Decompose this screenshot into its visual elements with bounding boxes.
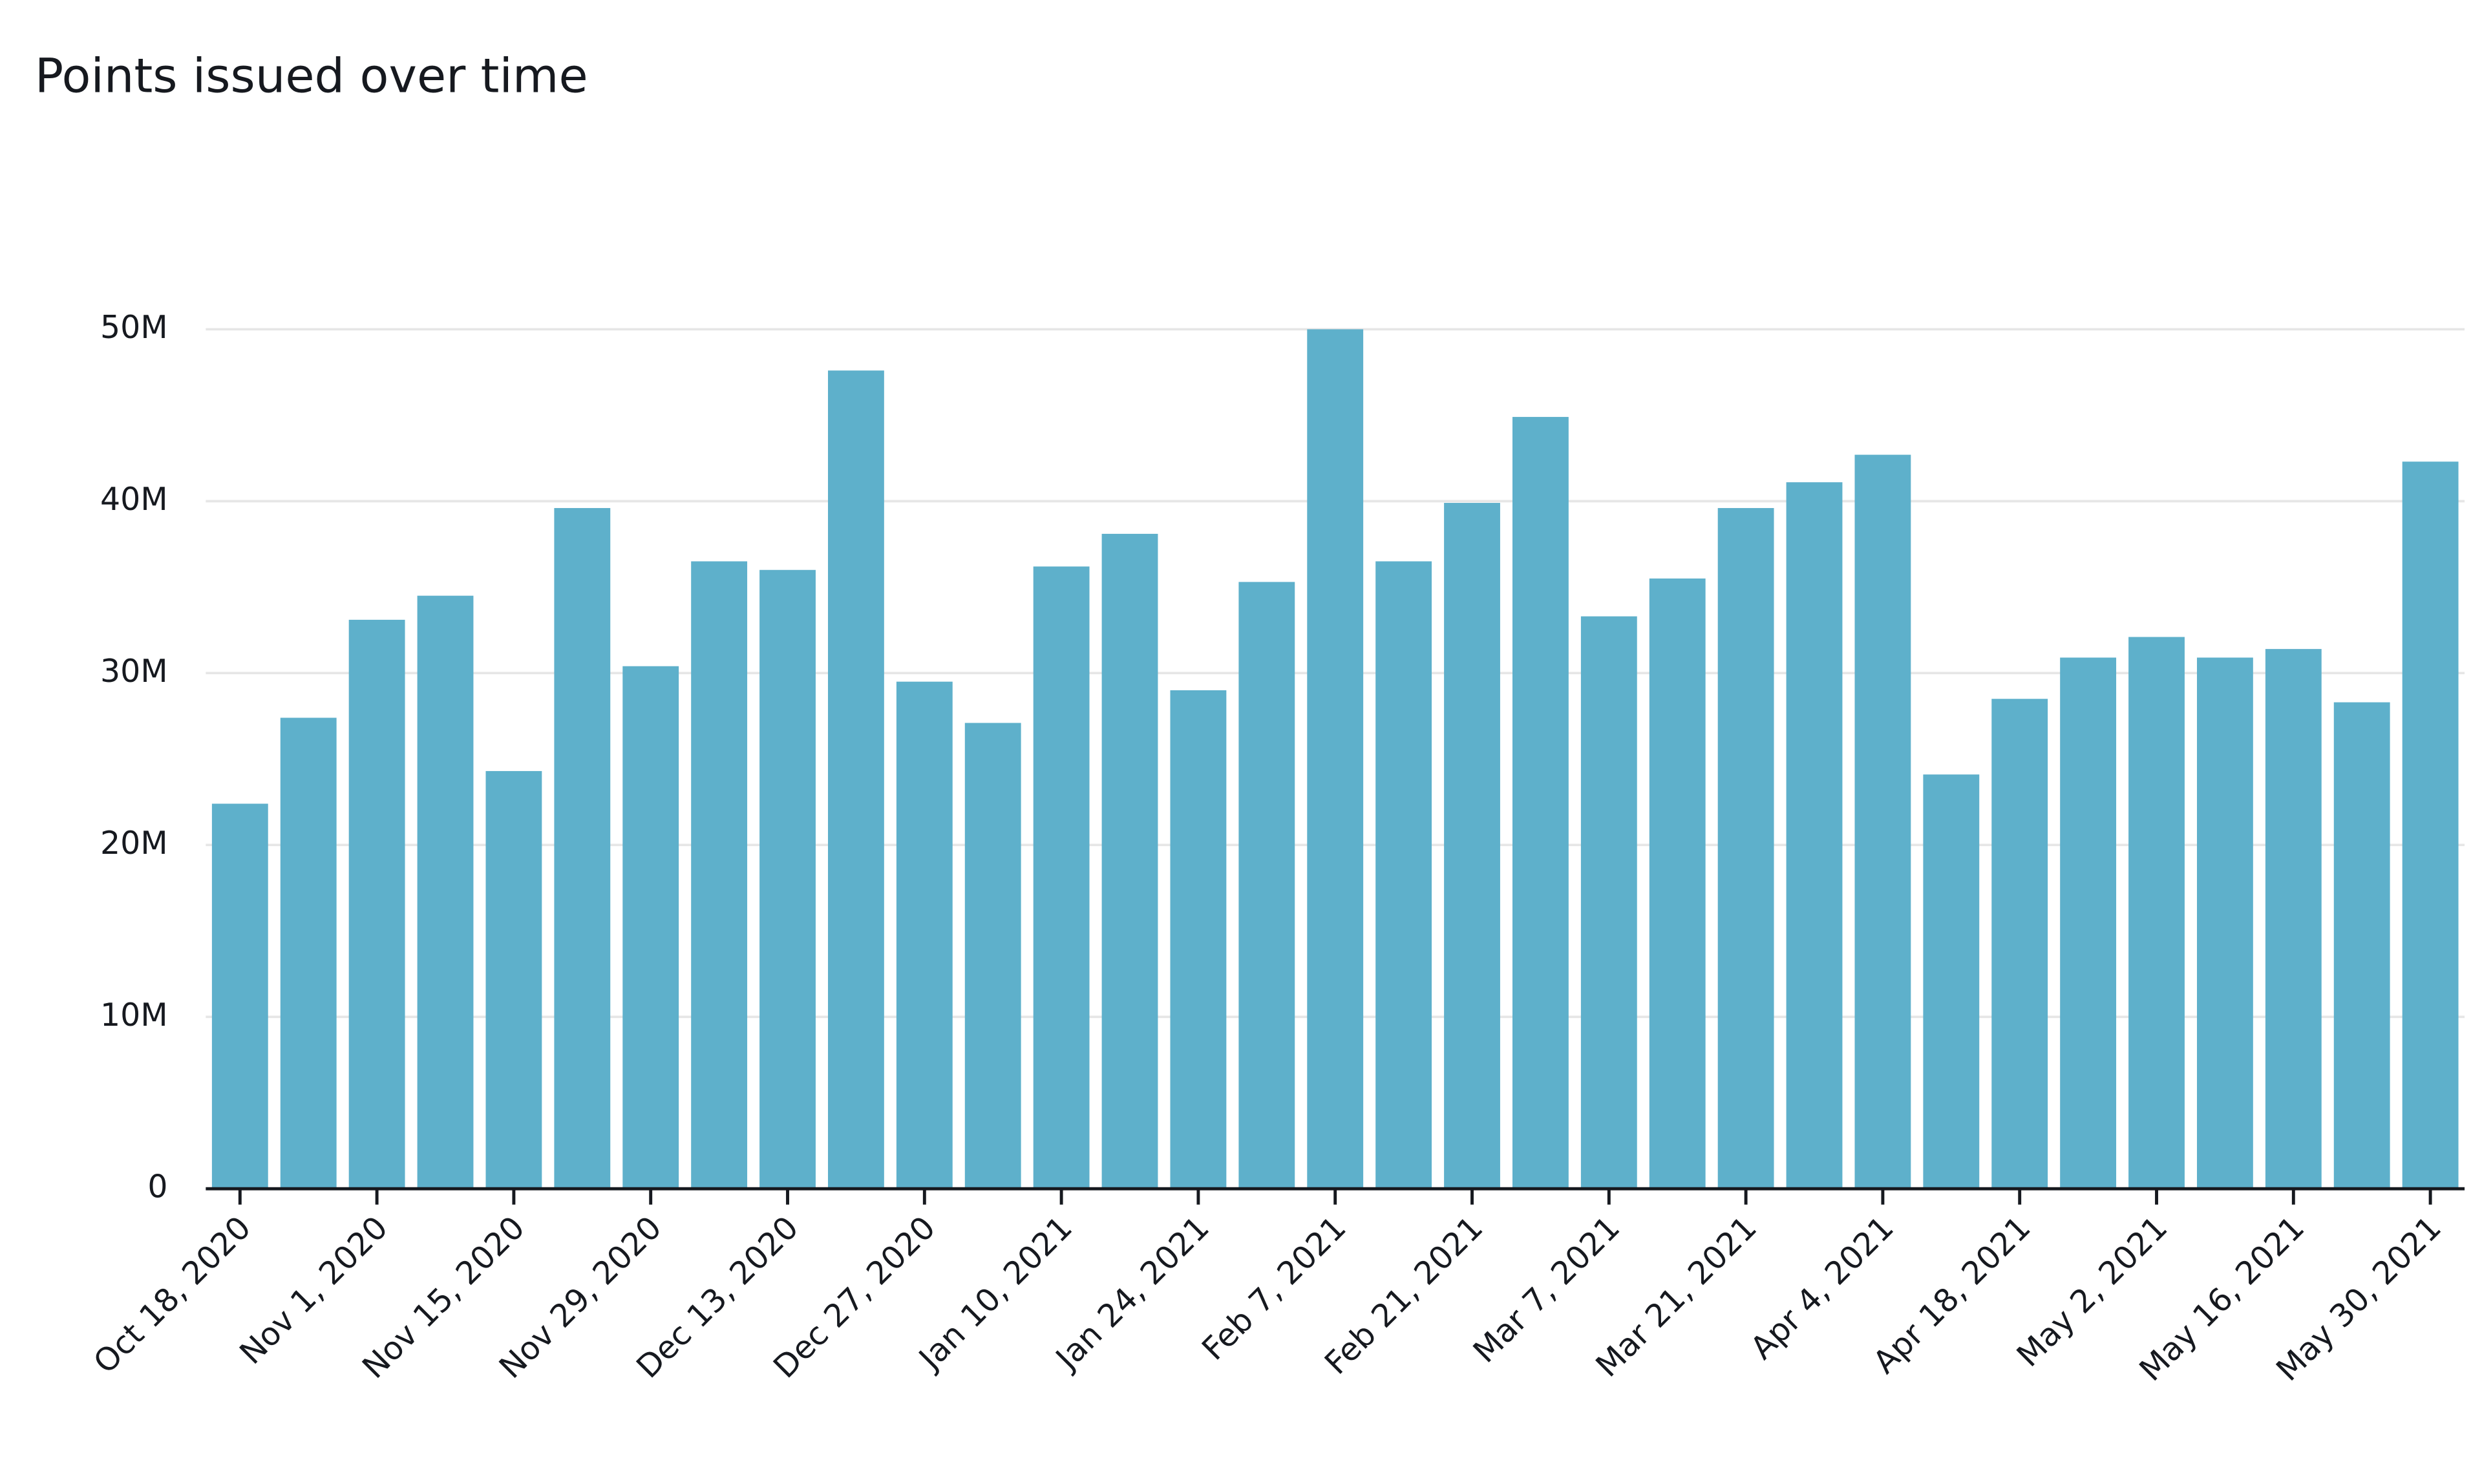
- bar: [2402, 461, 2459, 1189]
- chart-title: Points issued over time: [35, 49, 588, 104]
- bar: [1307, 329, 1364, 1189]
- bar: [280, 717, 337, 1189]
- bar: [759, 569, 816, 1189]
- bar: [1717, 508, 1774, 1189]
- y-tick-label: 10M: [100, 997, 168, 1034]
- bar: [1238, 582, 1295, 1189]
- x-tick-label: Oct 18, 2020: [87, 1209, 258, 1381]
- bar: [348, 619, 405, 1189]
- bar: [964, 723, 1021, 1189]
- bar: [1444, 503, 1500, 1189]
- bar: [2128, 637, 2185, 1189]
- bar: [2196, 657, 2253, 1189]
- bar: [1375, 561, 1432, 1189]
- bar: [1991, 699, 2048, 1189]
- bar: [896, 681, 953, 1189]
- bar: [1033, 566, 1090, 1189]
- bar: [1649, 578, 1706, 1189]
- bar: [1170, 690, 1227, 1189]
- bar: [1854, 454, 1911, 1189]
- bar: [1512, 417, 1569, 1189]
- bar: [417, 595, 474, 1189]
- bar: [827, 370, 884, 1189]
- y-tick-label: 30M: [100, 653, 168, 690]
- bar: [485, 770, 542, 1189]
- bar: [691, 561, 748, 1189]
- bar: [2060, 657, 2117, 1189]
- bar: [554, 508, 611, 1189]
- bar: [1923, 774, 1980, 1189]
- bar: [1580, 616, 1637, 1189]
- y-tick-label: 50M: [100, 309, 168, 346]
- bar: [2333, 702, 2390, 1189]
- y-tick-label: 0: [147, 1169, 167, 1205]
- bar: [211, 803, 268, 1189]
- bar: [2265, 649, 2322, 1189]
- bar: [622, 666, 679, 1189]
- bar: [1101, 533, 1158, 1189]
- y-tick-label: 20M: [100, 825, 168, 862]
- y-tick-label: 40M: [100, 481, 168, 518]
- bar: [1786, 482, 1843, 1189]
